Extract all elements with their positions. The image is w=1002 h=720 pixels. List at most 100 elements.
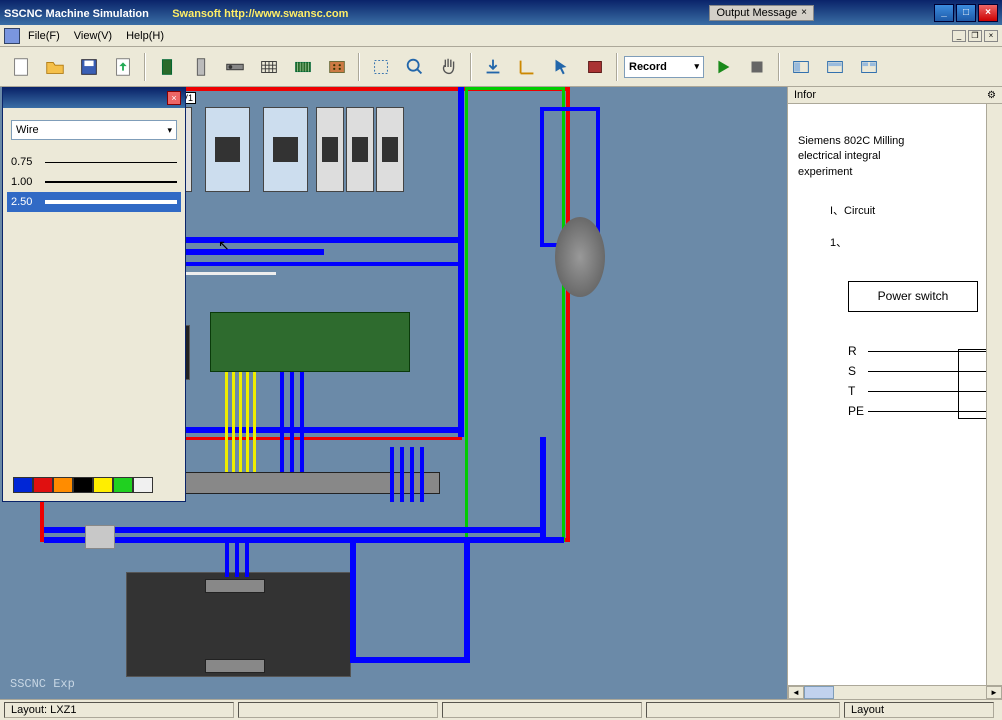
wire[interactable] — [246, 372, 249, 472]
wire[interactable] — [390, 447, 394, 502]
component-button[interactable] — [580, 52, 610, 82]
breaker[interactable] — [263, 107, 308, 192]
wire-size-list: 0.75 1.00 2.50 — [7, 152, 181, 212]
new-button[interactable] — [6, 52, 36, 82]
status-layout: Layout: LXZ1 — [4, 702, 234, 718]
vertical-scrollbar[interactable] — [986, 104, 1002, 687]
wire[interactable] — [235, 542, 239, 577]
drive-terminal — [205, 659, 265, 673]
mdi-min-button[interactable]: _ — [952, 30, 966, 42]
wire[interactable] — [280, 372, 284, 472]
breaker[interactable] — [205, 107, 250, 192]
wire-color-swatch[interactable] — [33, 477, 53, 493]
status-bar: Layout: LXZ1 Layout — [0, 699, 1002, 719]
output-message-tab[interactable]: Output Message × — [709, 5, 814, 21]
wire-color-swatches — [13, 477, 153, 493]
wire-color-swatch[interactable] — [53, 477, 73, 493]
menu-file[interactable]: File(F) — [22, 28, 66, 44]
workspace: × Wire 0.75 1.00 2.50 V1 — [0, 87, 1002, 699]
power-switch-box: Power switch — [848, 281, 978, 312]
wire-color-swatch[interactable] — [133, 477, 153, 493]
wire[interactable] — [44, 527, 544, 533]
wire[interactable] — [290, 372, 294, 472]
mdi-restore-button[interactable]: ❐ — [968, 30, 982, 42]
stop-button[interactable] — [742, 52, 772, 82]
gear-icon[interactable]: ⚙ — [987, 90, 996, 101]
export-button[interactable] — [108, 52, 138, 82]
wire-panel-titlebar[interactable]: × — [3, 88, 185, 108]
device5-button[interactable] — [288, 52, 318, 82]
watermark: SSCNC Exp — [10, 677, 75, 691]
title-bar: SSCNC Machine Simulation Swansoft http:/… — [0, 0, 1002, 25]
wire-type-combo[interactable]: Wire — [11, 120, 177, 140]
close-icon[interactable]: × — [167, 91, 181, 105]
wire-panel: × Wire 0.75 1.00 2.50 — [2, 87, 186, 502]
wire[interactable] — [245, 542, 249, 577]
status-right: Layout — [844, 702, 994, 718]
wire-size-option[interactable]: 1.00 — [7, 172, 181, 192]
minimize-button[interactable]: _ — [934, 4, 954, 22]
menu-help[interactable]: Help(H) — [120, 28, 170, 44]
wire[interactable] — [410, 447, 414, 502]
drive-terminal — [205, 579, 265, 593]
pointer-button[interactable] — [546, 52, 576, 82]
wire[interactable] — [232, 372, 235, 472]
play-button[interactable] — [708, 52, 738, 82]
horizontal-scrollbar[interactable]: ◄ ► — [788, 685, 1002, 699]
wire-size-option[interactable]: 0.75 — [7, 152, 181, 172]
wire[interactable] — [44, 537, 564, 543]
switch-symbol — [958, 349, 988, 419]
info-panel-title: Infor ⚙ — [788, 87, 1002, 104]
device1-button[interactable] — [152, 52, 182, 82]
toolbar: Record — [0, 47, 1002, 87]
menu-bar: File(F) View(V) Help(H) _ ❐ × — [0, 25, 1002, 47]
part-icon[interactable] — [85, 525, 115, 549]
close-button[interactable]: × — [978, 4, 998, 22]
record-combo[interactable]: Record — [624, 56, 704, 78]
wire[interactable] — [540, 437, 546, 543]
scroll-right-button[interactable]: ► — [986, 686, 1002, 699]
device3-button[interactable] — [220, 52, 250, 82]
mdi-close-button[interactable]: × — [984, 30, 998, 42]
motor-icon — [555, 217, 605, 297]
layout1-button[interactable] — [786, 52, 816, 82]
wire-size-option-selected[interactable]: 2.50 — [7, 192, 181, 212]
download-button[interactable] — [478, 52, 508, 82]
pcb-board[interactable] — [210, 312, 410, 372]
wire[interactable] — [458, 87, 464, 437]
status-cell — [238, 702, 438, 718]
scroll-thumb[interactable] — [804, 686, 834, 699]
device6-button[interactable] — [322, 52, 352, 82]
wire[interactable] — [239, 372, 242, 472]
device2-button[interactable] — [186, 52, 216, 82]
wire-color-swatch[interactable] — [113, 477, 133, 493]
device4-button[interactable] — [254, 52, 284, 82]
axis-button[interactable] — [512, 52, 542, 82]
pan-button[interactable] — [434, 52, 464, 82]
wire[interactable] — [350, 657, 470, 663]
wire[interactable] — [253, 372, 256, 472]
wire[interactable] — [225, 372, 228, 472]
wire-color-swatch[interactable] — [73, 477, 93, 493]
wire[interactable] — [420, 447, 424, 502]
layout3-button[interactable] — [854, 52, 884, 82]
wire[interactable] — [300, 372, 304, 472]
zoom-button[interactable] — [400, 52, 430, 82]
wire[interactable] — [464, 542, 470, 662]
layout2-button[interactable] — [820, 52, 850, 82]
breaker[interactable] — [346, 107, 374, 192]
scroll-left-button[interactable]: ◄ — [788, 686, 804, 699]
breaker[interactable] — [316, 107, 344, 192]
wire[interactable] — [400, 447, 404, 502]
wire-color-swatch[interactable] — [93, 477, 113, 493]
menu-view[interactable]: View(V) — [68, 28, 118, 44]
save-button[interactable] — [74, 52, 104, 82]
open-button[interactable] — [40, 52, 70, 82]
maximize-button[interactable]: □ — [956, 4, 976, 22]
close-icon[interactable]: × — [801, 7, 807, 18]
breaker[interactable] — [376, 107, 404, 192]
wire-color-swatch[interactable] — [13, 477, 33, 493]
select-rect-button[interactable] — [366, 52, 396, 82]
wire[interactable] — [350, 542, 356, 662]
wire[interactable] — [225, 542, 229, 577]
